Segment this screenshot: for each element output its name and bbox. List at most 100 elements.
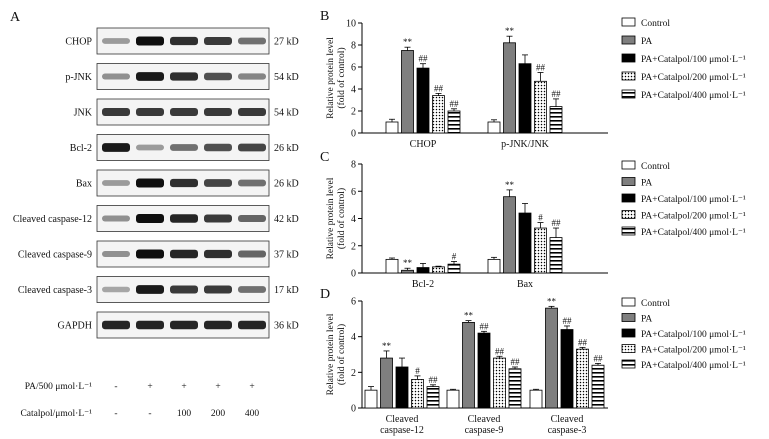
x-tick-label-line: caspase-9 <box>465 425 504 436</box>
significance-mark: # <box>538 213 543 223</box>
blot-band <box>238 179 266 187</box>
blot-protein-label: Bax <box>76 179 92 190</box>
blot-band <box>204 214 232 223</box>
legend-swatch <box>621 53 636 63</box>
blot-row: p-JNK 54 kD <box>65 63 299 90</box>
blot-band <box>170 36 198 46</box>
blot-size-label: 36 kD <box>274 321 299 332</box>
significance-mark: ## <box>419 54 429 64</box>
blot-band <box>136 178 164 188</box>
blot-band <box>238 73 266 80</box>
blot-band <box>136 249 164 259</box>
bar <box>447 263 461 274</box>
treatment-label: Catalpol/μmol·L⁻¹ <box>20 409 92 419</box>
y-tick-label: 6 <box>351 297 356 308</box>
panel-label: B <box>320 9 329 24</box>
y-axis-label-line: (fold of control) <box>336 324 347 385</box>
legend-swatch <box>621 193 636 203</box>
y-tick-label: 10 <box>346 19 356 30</box>
x-tick-label-line: caspase-3 <box>548 425 587 436</box>
blot-band <box>102 38 130 44</box>
blot-band <box>204 108 232 116</box>
bar <box>529 389 543 409</box>
bar <box>518 212 532 274</box>
y-axis-label-line: (fold of control) <box>336 188 347 249</box>
blot-band <box>204 72 232 81</box>
bar <box>401 269 414 274</box>
significance-mark: ## <box>450 99 460 109</box>
blot-band <box>136 320 164 330</box>
x-tick-label: CHOP <box>410 139 437 150</box>
blot-row: Cleaved caspase-12 42 kD <box>13 205 299 232</box>
treatment-value: - <box>114 409 117 419</box>
treatment-label: PA/500 μmol·L⁻¹ <box>25 382 92 392</box>
treatment-value: 400 <box>245 409 260 419</box>
chart-panel-b: B 0 2 4 6 8 10 Relative protein level(fold of c… <box>320 9 746 150</box>
significance-mark: ## <box>429 375 439 385</box>
blot-band <box>102 320 130 330</box>
legend-label: PA+Catalpol/200 μmol·L⁻¹ <box>641 212 746 222</box>
bar <box>432 95 445 134</box>
bar <box>462 321 475 409</box>
x-tick-label: Cleaved caspase-3 <box>548 414 587 436</box>
blot-band <box>102 73 130 80</box>
blot-band <box>102 143 130 152</box>
legend-label: Control <box>641 162 670 172</box>
significance-mark: ## <box>480 321 490 331</box>
legend-swatch <box>621 328 636 338</box>
treatment-value: + <box>147 382 152 392</box>
significance-mark: ## <box>536 63 546 73</box>
blot-band <box>238 250 266 258</box>
blot-band <box>238 37 266 45</box>
significance-mark: # <box>415 366 420 376</box>
significance-mark: ** <box>547 296 557 306</box>
blot-band <box>102 108 130 116</box>
y-axis-label: Relative protein level(fold of control) <box>326 313 347 395</box>
y-tick-label: 8 <box>351 41 356 52</box>
legend-label: PA+Catalpol/100 μmol·L⁻¹ <box>641 55 746 65</box>
blot-band <box>136 214 164 223</box>
y-tick-label: 4 <box>351 214 356 225</box>
y-tick-label: 0 <box>351 269 356 280</box>
bar <box>395 366 409 409</box>
legend-swatch <box>621 210 636 219</box>
bar <box>591 364 605 409</box>
bar <box>503 196 516 274</box>
blot-band <box>136 108 164 116</box>
blot-size-label: 42 kD <box>274 214 299 225</box>
blot-band <box>102 180 130 186</box>
legend-swatch <box>621 313 636 322</box>
y-tick-label: 6 <box>351 63 356 74</box>
y-axis-label: Relative protein level(fold of control) <box>326 177 347 259</box>
y-tick-label: 4 <box>351 85 356 96</box>
y-axis-label-line: Relative protein level <box>326 313 336 395</box>
panel-label: D <box>320 287 330 302</box>
bar <box>401 50 414 134</box>
legend-swatch <box>621 17 636 27</box>
treatment-row: PA/500 μmol·L⁻¹ - + + + + <box>25 382 255 392</box>
y-tick-label: 2 <box>351 107 356 118</box>
y-tick-label: 0 <box>351 129 356 140</box>
y-tick-label: 0 <box>351 404 356 415</box>
blot-size-label: 54 kD <box>274 108 299 119</box>
significance-mark: ## <box>511 357 521 367</box>
treatment-value: + <box>249 382 254 392</box>
significance-mark: ## <box>563 316 573 326</box>
blot-size-label: 17 kD <box>274 285 299 296</box>
bar <box>416 67 430 134</box>
blot-band <box>136 144 164 151</box>
significance-mark: ** <box>464 311 474 321</box>
y-tick-label: 6 <box>351 187 356 198</box>
blot-protein-label: Cleaved caspase-9 <box>18 250 92 261</box>
blot-band <box>238 215 266 222</box>
significance-mark: ** <box>382 341 392 351</box>
bar <box>416 267 430 274</box>
significance-mark: ** <box>403 258 413 268</box>
significance-mark: ## <box>552 89 562 99</box>
bar <box>364 389 378 409</box>
chart-panel-d: D 0 2 4 6 Relative protein level(fold of cont… <box>320 287 746 436</box>
x-tick-label-line: Cleaved <box>551 414 584 425</box>
bar <box>477 332 491 409</box>
legend-label: PA+Catalpol/400 μmol·L⁻¹ <box>641 361 746 371</box>
